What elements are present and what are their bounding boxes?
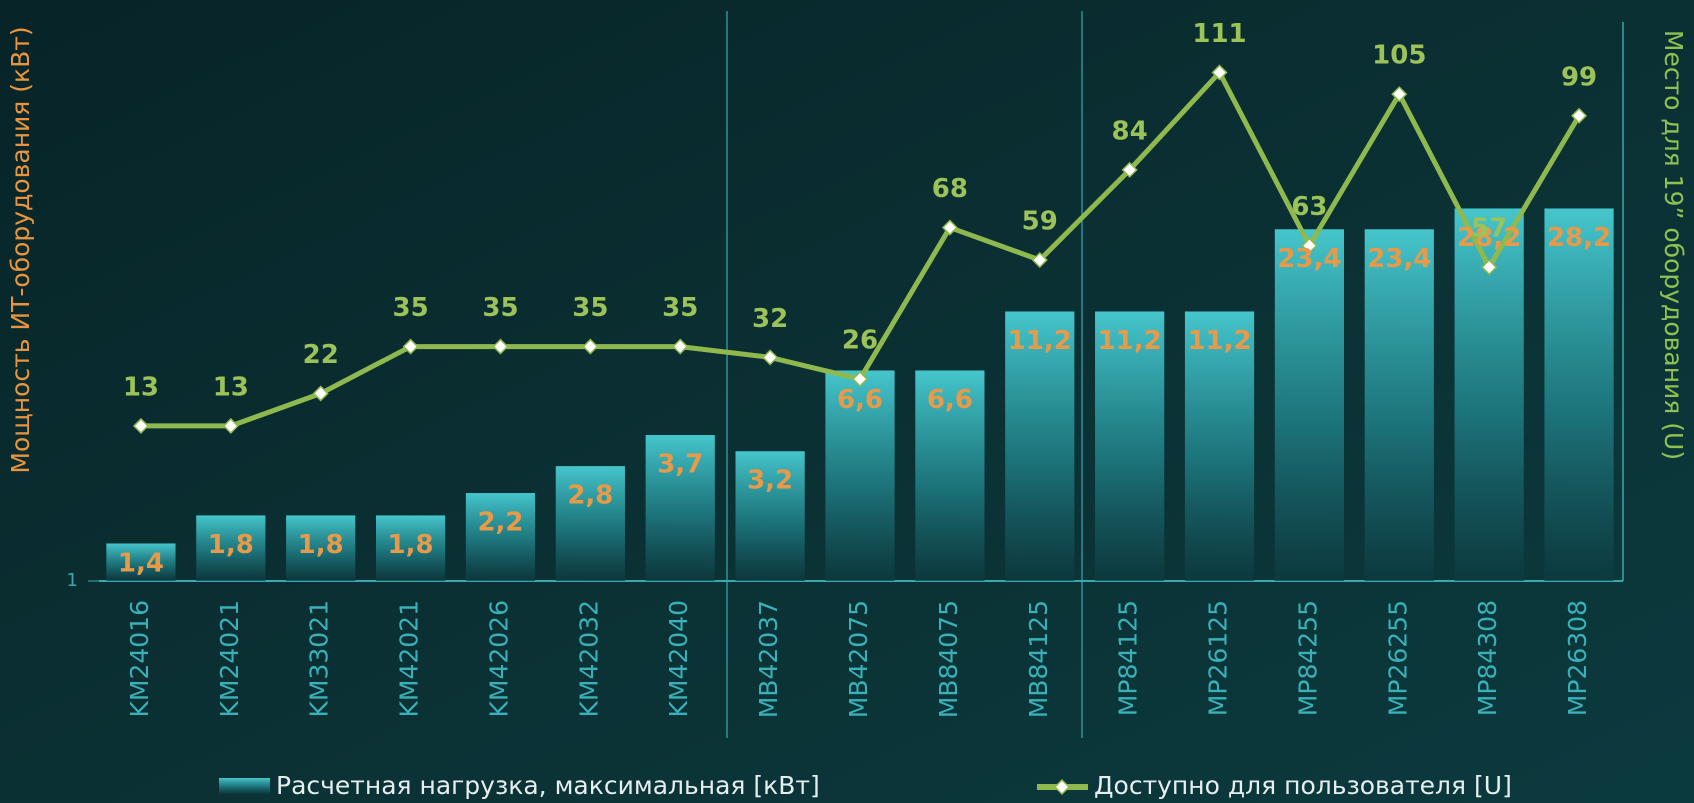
x-tick-label: KM42032 bbox=[574, 600, 603, 718]
line-value-label: 111 bbox=[1192, 19, 1246, 49]
line-value-label: 68 bbox=[932, 174, 968, 204]
bar-value-label: 11,2 bbox=[1098, 326, 1162, 356]
x-tick-label: MP84255 bbox=[1293, 600, 1322, 716]
bar bbox=[1275, 229, 1344, 581]
x-tick-label: KM42026 bbox=[484, 600, 513, 718]
line-value-label: 63 bbox=[1291, 192, 1327, 222]
line-value-label: 105 bbox=[1372, 41, 1426, 71]
legend-label: Расчетная нагрузка, максимальная [кВт] bbox=[276, 771, 820, 800]
line-value-label: 32 bbox=[752, 304, 788, 334]
x-tick-label: KM24021 bbox=[215, 600, 244, 718]
bar-value-label: 2,2 bbox=[477, 508, 523, 538]
bar-value-label: 6,6 bbox=[837, 385, 883, 415]
line-value-label: 26 bbox=[842, 326, 878, 356]
line-value-label: 35 bbox=[572, 293, 608, 323]
bar-value-label: 3,7 bbox=[657, 450, 703, 480]
x-tick-label: KM24016 bbox=[125, 600, 154, 718]
bar-value-label: 11,2 bbox=[1008, 326, 1072, 356]
bar-value-label: 1,8 bbox=[388, 530, 434, 560]
bar bbox=[1544, 208, 1613, 581]
y-axis-title: Мощность ИТ-оборудования (кВт) bbox=[6, 26, 35, 473]
x-tick-label: KM42040 bbox=[664, 600, 693, 718]
legend-label: Доступно для пользователя [U] bbox=[1094, 771, 1512, 800]
bar-value-label: 3,2 bbox=[747, 466, 793, 496]
bar-value-label: 1,4 bbox=[118, 549, 164, 579]
line-value-label: 35 bbox=[482, 293, 518, 323]
x-tick-label: MP26255 bbox=[1383, 600, 1412, 716]
bar-value-label: 23,4 bbox=[1367, 244, 1431, 274]
line-value-label: 13 bbox=[123, 372, 159, 402]
bar-value-label: 28,2 bbox=[1547, 223, 1611, 253]
y-tick-label: 1 bbox=[67, 570, 78, 591]
line-value-label: 59 bbox=[1022, 207, 1058, 237]
x-tick-label: MB42037 bbox=[754, 600, 783, 718]
x-tick-label: KM33021 bbox=[305, 600, 334, 718]
x-tick-label: KM42021 bbox=[395, 600, 424, 718]
legend-swatch-bar bbox=[219, 778, 270, 794]
line-value-label: 99 bbox=[1561, 62, 1597, 92]
line-value-label: 13 bbox=[213, 372, 249, 402]
line-value-label: 22 bbox=[303, 340, 339, 370]
bar bbox=[1365, 229, 1434, 581]
x-tick-label: MP84308 bbox=[1473, 600, 1502, 716]
x-tick-label: MP26125 bbox=[1204, 600, 1233, 716]
chart: Мощность ИТ-оборудования (кВт) Место для… bbox=[0, 0, 1694, 803]
bar-value-label: 1,8 bbox=[298, 530, 344, 560]
x-tick-label: MP26308 bbox=[1563, 600, 1592, 716]
line-value-label: 84 bbox=[1112, 116, 1148, 146]
bar-value-label: 1,8 bbox=[208, 530, 254, 560]
x-tick-label: MB42075 bbox=[844, 600, 873, 718]
y2-axis-title: Место для 19” оборудования (U) bbox=[1659, 30, 1688, 460]
bar-value-label: 11,2 bbox=[1187, 326, 1251, 356]
line-value-label: 57 bbox=[1471, 214, 1507, 244]
x-tick-label: MB84125 bbox=[1024, 600, 1053, 718]
line-value-label: 35 bbox=[662, 293, 698, 323]
x-tick-label: MP84125 bbox=[1114, 600, 1143, 716]
x-tick-label: MB84075 bbox=[934, 600, 963, 718]
line-value-label: 35 bbox=[392, 293, 428, 323]
bar-value-label: 2,8 bbox=[567, 481, 613, 511]
bar-value-label: 23,4 bbox=[1277, 244, 1341, 274]
bar-value-label: 6,6 bbox=[927, 385, 973, 415]
